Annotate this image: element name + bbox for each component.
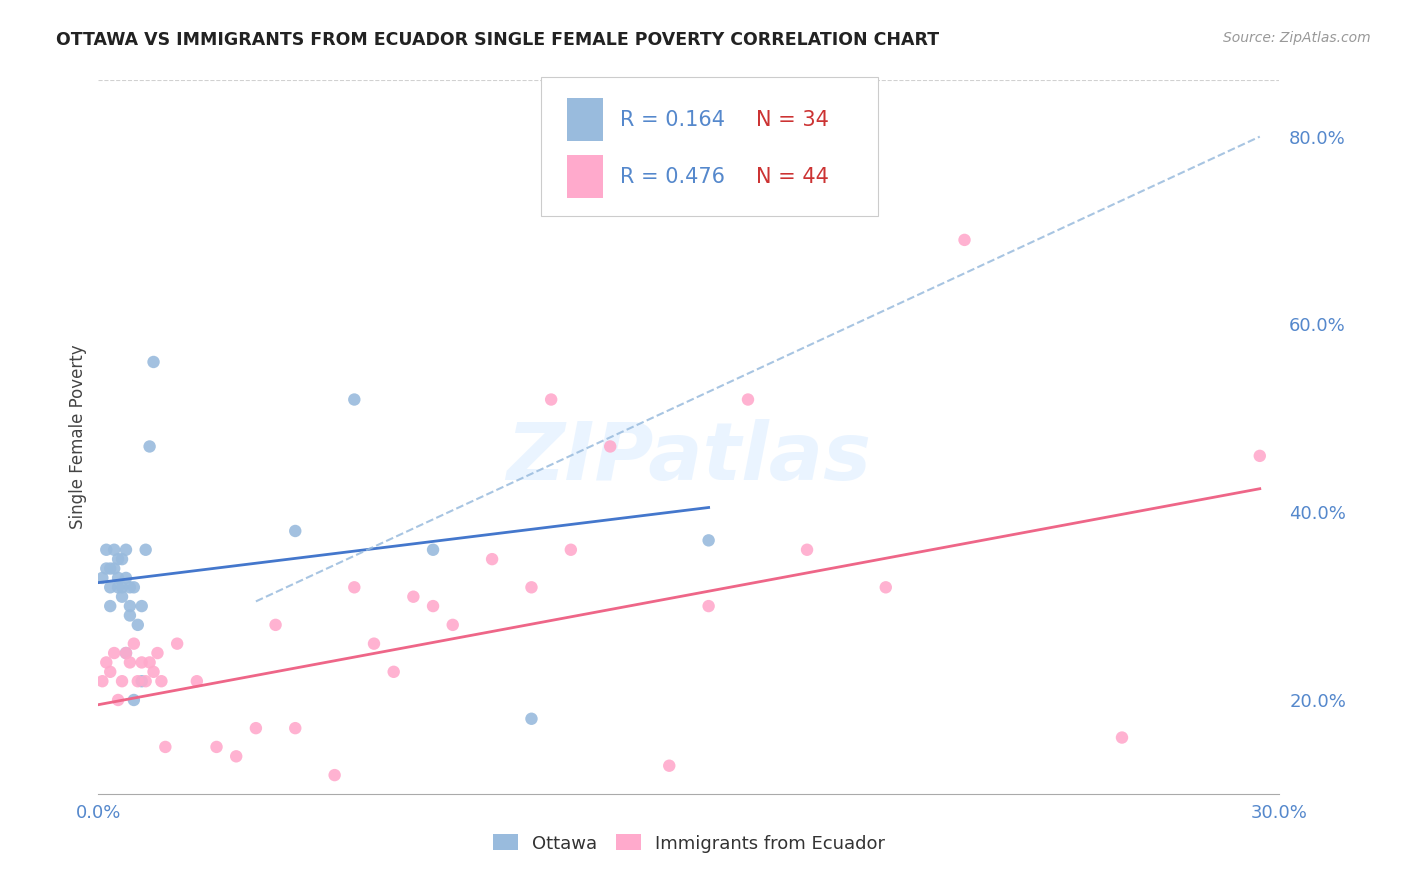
Point — [111, 552, 134, 566]
Point — [264, 618, 287, 632]
Point — [135, 542, 157, 557]
Point — [115, 571, 138, 585]
Point — [107, 571, 129, 585]
Point — [245, 721, 267, 735]
Point — [91, 674, 114, 689]
Point — [103, 646, 125, 660]
Point — [91, 571, 114, 585]
Point — [135, 674, 157, 689]
Point — [122, 637, 145, 651]
Point — [127, 618, 149, 632]
Point — [205, 739, 228, 754]
Point — [107, 693, 129, 707]
Point — [122, 693, 145, 707]
Point — [115, 542, 138, 557]
Point — [111, 580, 134, 594]
Point — [697, 599, 720, 613]
Point — [599, 440, 621, 454]
Point — [118, 656, 141, 670]
Point — [697, 533, 720, 548]
Text: R = 0.164: R = 0.164 — [620, 110, 725, 129]
Point — [382, 665, 405, 679]
FancyBboxPatch shape — [567, 155, 603, 198]
Text: R = 0.476: R = 0.476 — [620, 167, 725, 186]
Point — [402, 590, 425, 604]
Point — [98, 599, 121, 613]
Point — [166, 637, 188, 651]
Point — [142, 355, 165, 369]
Point — [638, 158, 661, 172]
Point — [107, 552, 129, 566]
Point — [422, 542, 444, 557]
Point — [225, 749, 247, 764]
Point — [118, 580, 141, 594]
Point — [96, 542, 118, 557]
FancyBboxPatch shape — [541, 77, 877, 216]
Point — [107, 580, 129, 594]
Point — [284, 524, 307, 538]
Point — [131, 599, 153, 613]
Point — [131, 656, 153, 670]
Text: ZIPatlas: ZIPatlas — [506, 419, 872, 498]
Point — [1249, 449, 1271, 463]
Point — [284, 721, 307, 735]
Point — [118, 608, 141, 623]
Point — [146, 646, 169, 660]
Point — [138, 440, 160, 454]
Point — [103, 561, 125, 575]
Point — [115, 646, 138, 660]
Point — [1111, 731, 1133, 745]
Point — [875, 580, 897, 594]
Point — [343, 392, 366, 407]
Point — [560, 542, 582, 557]
Point — [131, 674, 153, 689]
FancyBboxPatch shape — [567, 98, 603, 141]
Point — [103, 542, 125, 557]
Point — [98, 665, 121, 679]
Text: OTTAWA VS IMMIGRANTS FROM ECUADOR SINGLE FEMALE POVERTY CORRELATION CHART: OTTAWA VS IMMIGRANTS FROM ECUADOR SINGLE… — [56, 31, 939, 49]
Point — [138, 656, 160, 670]
Point — [111, 590, 134, 604]
Legend: Ottawa, Immigrants from Ecuador: Ottawa, Immigrants from Ecuador — [485, 827, 893, 860]
Point — [150, 674, 173, 689]
Point — [142, 665, 165, 679]
Text: N = 34: N = 34 — [756, 110, 830, 129]
Point — [323, 768, 346, 782]
Point — [98, 580, 121, 594]
Point — [111, 674, 134, 689]
Point — [737, 392, 759, 407]
Point — [98, 561, 121, 575]
Point — [540, 392, 562, 407]
Point — [422, 599, 444, 613]
Point — [658, 758, 681, 772]
Point — [115, 646, 138, 660]
Point — [96, 561, 118, 575]
Point — [953, 233, 976, 247]
Point — [441, 618, 464, 632]
Point — [520, 712, 543, 726]
Point — [186, 674, 208, 689]
Point — [127, 674, 149, 689]
Text: Source: ZipAtlas.com: Source: ZipAtlas.com — [1223, 31, 1371, 45]
Point — [520, 580, 543, 594]
Point — [96, 656, 118, 670]
Y-axis label: Single Female Poverty: Single Female Poverty — [69, 345, 87, 529]
Point — [481, 552, 503, 566]
Text: N = 44: N = 44 — [756, 167, 830, 186]
Point — [118, 599, 141, 613]
Point — [122, 580, 145, 594]
Point — [343, 580, 366, 594]
Point — [155, 739, 177, 754]
Point — [796, 542, 818, 557]
Point — [363, 637, 385, 651]
